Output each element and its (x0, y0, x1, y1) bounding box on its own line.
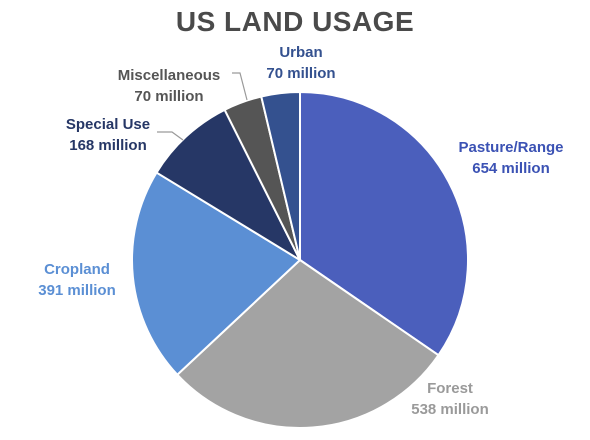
label-cropland-name: Cropland (44, 261, 110, 278)
label-pasture-range: Pasture/Range 654 million (436, 137, 586, 179)
label-miscellaneous-value: 70 million (134, 88, 204, 105)
pie-slices (131, 90, 469, 429)
label-forest-value: 538 million (411, 401, 489, 418)
label-pasture-range-name: Pasture/Range (458, 139, 564, 156)
label-miscellaneous-name: Miscellaneous (117, 67, 221, 84)
leader-lines (157, 72, 248, 141)
pie-slice-pasture-range (299, 90, 469, 357)
label-special-use-value: 168 million (69, 137, 147, 154)
label-cropland-value: 391 million (38, 282, 116, 299)
label-miscellaneous: Miscellaneous 70 million (104, 65, 234, 107)
pie-slice-cropland (131, 171, 302, 377)
pie-slice-urban (260, 90, 301, 261)
label-urban-name: Urban (279, 44, 323, 61)
label-cropland: Cropland 391 million (17, 259, 137, 301)
label-urban: Urban 70 million (246, 42, 356, 84)
label-forest: Forest 538 million (390, 378, 510, 420)
label-special-use: Special Use 168 million (48, 114, 168, 156)
label-urban-value: 70 million (266, 65, 336, 82)
label-special-use-name: Special Use (65, 116, 151, 133)
chart-title: US LAND USAGE (175, 6, 415, 37)
pie-slice-special-use (155, 108, 303, 263)
label-pasture-range-value: 654 million (472, 160, 550, 177)
label-forest-name: Forest (427, 380, 473, 397)
pie-slice-forest (175, 258, 440, 429)
leader-line-special-use (157, 131, 184, 141)
leader-line-miscellaneous (232, 72, 248, 101)
